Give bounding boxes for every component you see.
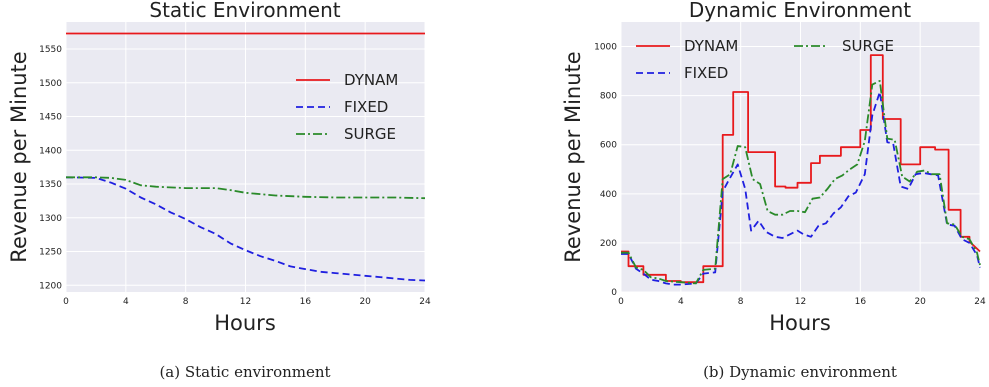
caption-dynamic: (b) Dynamic environment bbox=[703, 363, 897, 381]
x-tick-label: 12 bbox=[795, 297, 806, 307]
legend-label-surge: SURGE bbox=[842, 37, 894, 55]
legend-dynamic: DYNAM FIXED SURGE bbox=[636, 37, 894, 82]
x-axis-label-static: Hours bbox=[214, 311, 276, 335]
y-tick-label: 800 bbox=[600, 92, 617, 102]
x-tick-label: 24 bbox=[974, 297, 986, 307]
series-line-surge bbox=[621, 80, 981, 285]
x-tick-label: 24 bbox=[419, 297, 431, 307]
y-tick-label: 1300 bbox=[39, 214, 62, 224]
y-tick-label: 1500 bbox=[39, 79, 62, 89]
chart-static: 0 4 8 12 16 20 24 1200 1250 1300 1350 1400 1450 1500 1… bbox=[7, 0, 431, 381]
y-tick-label: 600 bbox=[600, 141, 617, 151]
y-tick-label: 0 bbox=[611, 288, 617, 298]
x-tick-label: 12 bbox=[240, 297, 251, 307]
series-lines-dynamic bbox=[621, 54, 981, 286]
legend-label-fixed: FIXED bbox=[684, 64, 728, 82]
caption-static: (a) Static environment bbox=[159, 363, 330, 381]
x-tick-label: 20 bbox=[359, 297, 371, 307]
y-tick-label: 1350 bbox=[39, 180, 62, 190]
series-line-surge bbox=[66, 176, 426, 200]
series-line-dynam bbox=[621, 54, 981, 284]
y-tick-label: 1250 bbox=[39, 248, 62, 258]
legend-label-dynam: DYNAM bbox=[684, 37, 738, 55]
y-tick-label: 1200 bbox=[39, 281, 62, 291]
series-line-fixed bbox=[621, 91, 981, 286]
y-axis-label-dynamic: Revenue per Minute bbox=[561, 51, 585, 262]
y-tick-label: 1450 bbox=[39, 113, 62, 123]
chart-title-static: Static Environment bbox=[149, 0, 340, 22]
x-tick-label: 0 bbox=[63, 297, 69, 307]
legend-label-fixed: FIXED bbox=[344, 98, 388, 116]
tick-labels-dynamic: 0 4 8 12 16 20 24 0 200 400 600 800 1000 bbox=[594, 43, 986, 307]
x-tick-label: 0 bbox=[618, 297, 624, 307]
series-lines-static bbox=[65, 32, 426, 282]
y-tick-label: 1550 bbox=[39, 45, 62, 55]
grid-static bbox=[65, 22, 426, 292]
x-tick-label: 16 bbox=[300, 297, 312, 307]
legend-label-dynam: DYNAM bbox=[344, 71, 398, 89]
y-tick-label: 200 bbox=[600, 239, 617, 249]
y-tick-label: 1000 bbox=[594, 43, 617, 53]
chart-title-dynamic: Dynamic Environment bbox=[689, 0, 911, 22]
y-tick-label: 400 bbox=[600, 190, 617, 200]
x-axis-label-dynamic: Hours bbox=[769, 311, 831, 335]
grid-dynamic bbox=[620, 22, 981, 293]
legend-label-surge: SURGE bbox=[344, 125, 396, 143]
x-tick-label: 8 bbox=[738, 297, 744, 307]
x-tick-label: 4 bbox=[123, 297, 129, 307]
x-tick-label: 16 bbox=[855, 297, 867, 307]
y-tick-label: 1400 bbox=[39, 146, 62, 156]
x-tick-label: 20 bbox=[914, 297, 926, 307]
y-axis-label-static: Revenue per Minute bbox=[7, 51, 31, 262]
legend-static: DYNAM FIXED SURGE bbox=[296, 71, 398, 143]
x-tick-label: 4 bbox=[678, 297, 684, 307]
chart-dynamic: 0 4 8 12 16 20 24 0 200 400 600 800 1000 Dynamic Env… bbox=[561, 0, 986, 381]
x-tick-label: 8 bbox=[183, 297, 189, 307]
tick-labels-static: 0 4 8 12 16 20 24 1200 1250 1300 1350 1400 1450 1500 1… bbox=[39, 45, 431, 307]
series-line-fixed bbox=[65, 176, 426, 282]
